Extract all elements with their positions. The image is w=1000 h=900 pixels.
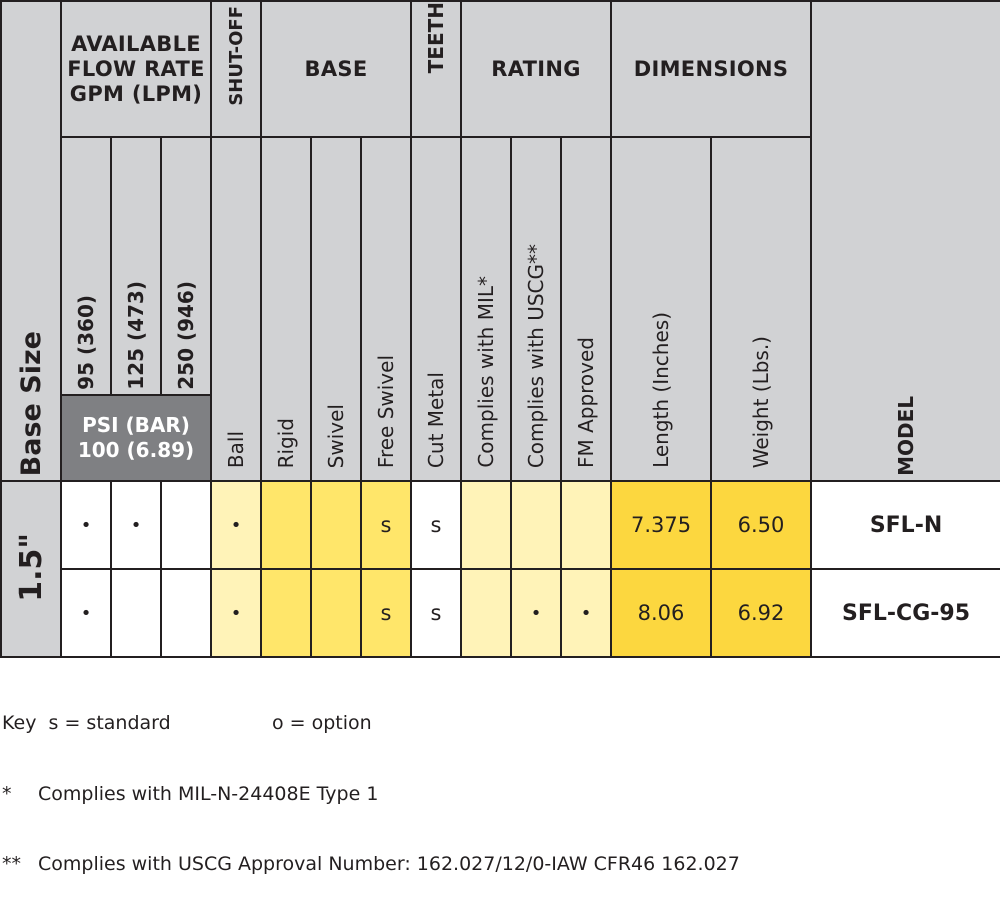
row2-fm: • <box>560 568 613 658</box>
psi-label: PSI (BAR) <box>82 413 190 437</box>
flow-rate-95-label: 95 (360) <box>74 295 98 390</box>
key-standard: Key s = standard <box>2 712 171 734</box>
footnote-2-text: Complies with USCG Approval Number: 162.… <box>38 853 740 875</box>
rigid-header: Rigid <box>260 136 313 482</box>
ball-label: Ball <box>224 430 249 468</box>
row1-flow-250 <box>159 480 213 570</box>
row2-cut-metal: s <box>410 568 463 658</box>
key-option: o = option <box>272 712 372 734</box>
row1-weight: 6.50 <box>710 480 813 570</box>
row2-flow-250 <box>159 568 213 658</box>
swivel-header: Swivel <box>310 136 363 482</box>
cut-metal-label: Cut Metal <box>424 371 449 468</box>
row1-flow-125: • <box>110 480 162 570</box>
length-label: Length (Inches) <box>649 312 674 468</box>
rating-header: RATING <box>460 0 613 138</box>
row2-swivel <box>310 568 363 658</box>
base-size-header: Base Size <box>0 0 62 482</box>
row1-fm <box>560 480 613 570</box>
row1-ball: • <box>210 480 263 570</box>
uscg-label: Complies with USCG** <box>524 243 549 468</box>
weight-label: Weight (Lbs.) <box>749 335 774 468</box>
mil-label: Complies with MIL* <box>474 276 499 468</box>
flow-rate-250: 250 (946) <box>159 136 213 396</box>
row2-rigid <box>260 568 313 658</box>
row2-mil <box>460 568 513 658</box>
teeth-label: TEETH <box>424 2 449 74</box>
base-header: BASE <box>260 0 413 138</box>
spec-table: Base Size AVAILABLE FLOW RATE GPM (LPM) … <box>0 0 1000 658</box>
model-header: MODEL <box>810 0 1000 482</box>
footnote-1: * Complies with MIL-N-24408E Type 1 <box>2 783 740 807</box>
row1-uscg <box>510 480 563 570</box>
row1-mil <box>460 480 513 570</box>
base-size-label: Base Size <box>15 330 47 476</box>
row1-free-swivel: s <box>360 480 413 570</box>
model-label: MODEL <box>894 396 919 476</box>
teeth-header: TEETH <box>410 0 463 138</box>
free-swivel-label: Free Swivel <box>374 354 399 468</box>
row2-ball: • <box>210 568 263 658</box>
free-swivel-header: Free Swivel <box>360 136 413 482</box>
table-row: 1.5" • • • s s 7.375 6.50 SFL-N <box>0 480 1000 658</box>
swivel-label: Swivel <box>324 403 349 468</box>
base-size-text: 1.5" <box>13 532 49 602</box>
row1-cut-metal: s <box>410 480 463 570</box>
row2-flow-125 <box>110 568 162 658</box>
footnote-1-mark: * <box>2 782 12 805</box>
weight-header: Weight (Lbs.) <box>710 136 813 482</box>
row1-length: 7.375 <box>610 480 713 570</box>
mil-header: Complies with MIL* <box>460 136 513 482</box>
row2-weight: 6.92 <box>710 568 813 658</box>
flow-rate-125-label: 125 (473) <box>124 281 148 390</box>
flow-rate-250-label: 250 (946) <box>174 281 198 390</box>
fm-approved-label: FM Approved <box>574 336 599 468</box>
length-header: Length (Inches) <box>610 136 713 482</box>
table-row: • • s s • • 8.06 6.92 SFL-CG-95 <box>1 568 1000 658</box>
row2-free-swivel: s <box>360 568 413 658</box>
base-size-value: 1.5" <box>0 480 62 658</box>
flow-header-line-2: FLOW RATE <box>67 56 205 81</box>
cut-metal-header: Cut Metal <box>410 136 463 482</box>
row1-model: SFL-N <box>810 480 1000 570</box>
row2-flow-95: • <box>60 568 112 658</box>
row1-flow-95: • <box>60 480 112 570</box>
fm-approved-header: FM Approved <box>560 136 613 482</box>
shut-off-header: SHUT-OFF <box>210 0 263 138</box>
flow-header-line-1: AVAILABLE <box>71 31 201 56</box>
notes: Key s = standard o = option * Complies wit… <box>2 665 740 900</box>
shut-off-label: SHUT-OFF <box>225 6 247 106</box>
row2-model: SFL-CG-95 <box>810 568 1000 658</box>
row1-swivel <box>310 480 363 570</box>
ball-header: Ball <box>210 136 263 482</box>
psi-box: PSI (BAR) 100 (6.89) <box>59 394 213 482</box>
row2-uscg: • <box>510 568 563 658</box>
footnote-2: ** Complies with USCG Approval Number: 16… <box>2 853 740 877</box>
rigid-label: Rigid <box>274 417 299 468</box>
footnote-1-text: Complies with MIL-N-24408E Type 1 <box>38 782 379 805</box>
key-line: Key s = standard o = option <box>2 712 740 736</box>
row2-length: 8.06 <box>610 568 713 658</box>
psi-value: 100 (6.89) <box>77 438 195 462</box>
row1-rigid <box>260 480 313 570</box>
flow-rate-95: 95 (360) <box>60 136 112 396</box>
flow-header-line-3: GPM (LPM) <box>69 81 203 106</box>
uscg-header: Complies with USCG** <box>510 136 563 482</box>
footnote-2-mark: ** <box>2 853 21 875</box>
flow-rate-125: 125 (473) <box>110 136 162 396</box>
dimensions-header: DIMENSIONS <box>610 0 813 138</box>
available-flow-rate-header: AVAILABLE FLOW RATE GPM (LPM) <box>59 0 213 138</box>
